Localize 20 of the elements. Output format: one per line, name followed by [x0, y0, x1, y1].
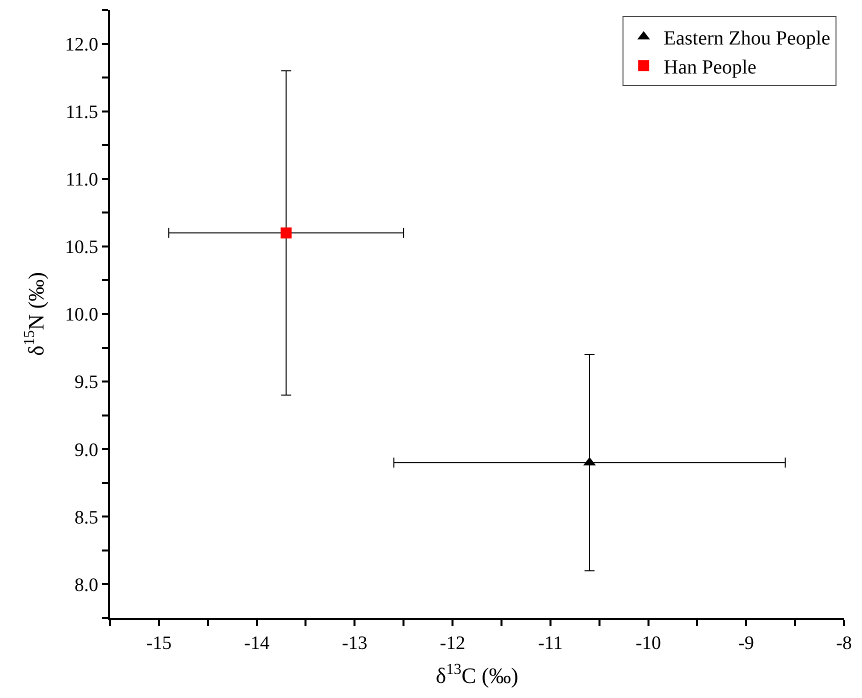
x-tick-label: -10 [636, 632, 661, 654]
x-tick-label: -15 [146, 632, 172, 654]
x-tick-label: -14 [244, 632, 270, 654]
y-tick-label: 10.5 [64, 237, 98, 258]
x-tick-label: -12 [440, 632, 466, 654]
y-tick-label: 9.5 [74, 372, 98, 394]
y-tick-label: 12.0 [64, 34, 98, 56]
legend-label: Eastern Zhou People [664, 27, 830, 50]
x-tick-label: -9 [738, 632, 754, 654]
x-axis-title: δ$^{13}$C (‰) [436, 660, 518, 688]
x-tick-label: -13 [342, 632, 368, 654]
x-tick-label: -11 [538, 632, 563, 654]
legend-label: Han People [664, 56, 757, 78]
y-tick-label: 10.0 [64, 304, 98, 326]
y-tick-label: 8.5 [74, 507, 98, 528]
y-tick-label: 11.0 [66, 170, 98, 191]
y-tick-label: 11.5 [66, 102, 98, 123]
y-tick-label: 9.0 [74, 440, 98, 461]
x-tick-label: -8 [836, 632, 852, 654]
y-tick-label: 8.0 [74, 574, 98, 596]
